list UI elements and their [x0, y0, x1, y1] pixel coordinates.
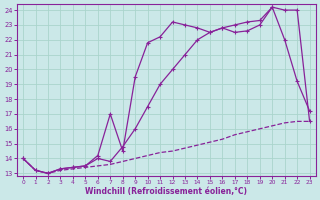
X-axis label: Windchill (Refroidissement éolien,°C): Windchill (Refroidissement éolien,°C) [85, 187, 247, 196]
